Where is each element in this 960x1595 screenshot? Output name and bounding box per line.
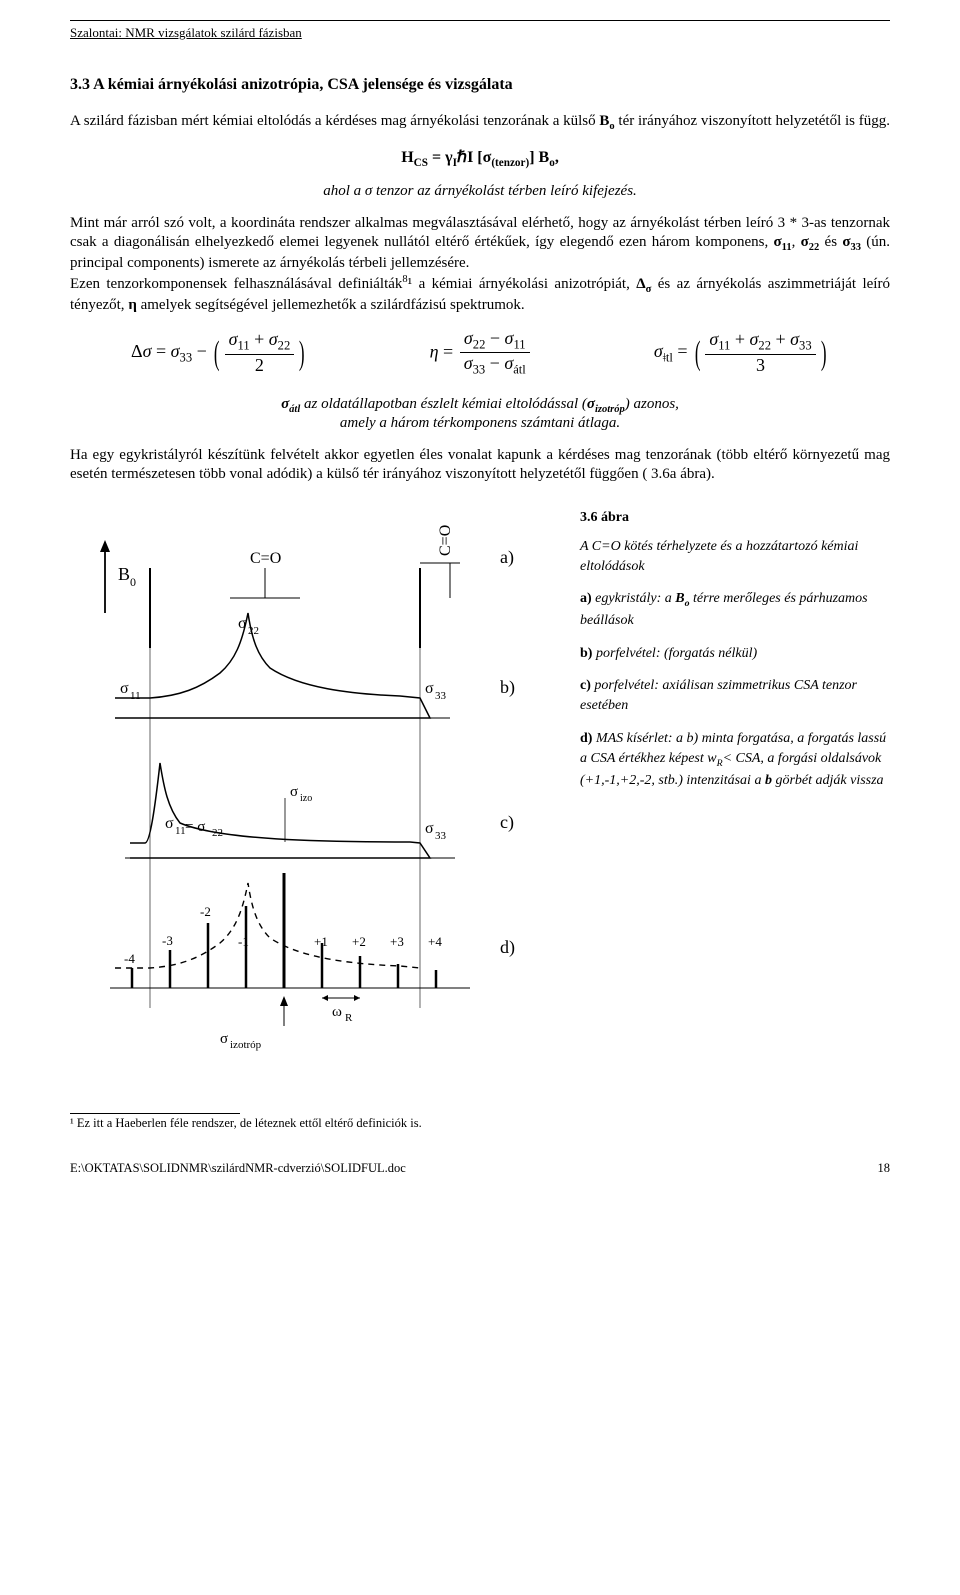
figcap-a: a) egykristály: a Bo térre merőleges és …: [580, 589, 890, 631]
svg-text:ω: ω: [332, 1004, 342, 1020]
svg-text:c): c): [500, 812, 514, 833]
svg-text:-2: -2: [200, 904, 211, 919]
section-title: 3.3 A kémiai árnyékolási anizotrópia, CS…: [70, 76, 890, 94]
svg-text:σ: σ: [165, 815, 174, 832]
sigma-atl-note: σátl az oldatállapotban észlelt kémiai e…: [70, 396, 890, 432]
svg-text:izo: izo: [300, 793, 312, 804]
figure-caption: 3.6 ábra A C=O kötés térhelyzete és a ho…: [550, 508, 890, 1073]
figure-3-6: B0 C=O C=O a): [70, 508, 890, 1073]
svg-text:C=O: C=O: [437, 525, 454, 556]
svg-text:33: 33: [435, 830, 447, 842]
svg-text:izotróp: izotróp: [230, 1039, 262, 1051]
svg-text:+4: +4: [428, 934, 442, 949]
footer-path: E:\OKTATAS\SOLIDNMR\szilárdNMR-cdverzió\…: [70, 1161, 406, 1176]
para-1: A szilárd fázisban mért kémiai eltolódás…: [70, 112, 890, 133]
figcap-c: c) porfelvétel: axiálisan szimmetrikus C…: [580, 676, 890, 717]
svg-text:σ: σ: [290, 784, 298, 800]
svg-text:22: 22: [212, 827, 223, 839]
svg-text:11: 11: [130, 690, 141, 702]
figcap-1: A C=O kötés térhelyzete és a hozzátartoz…: [580, 537, 890, 578]
figure-svg: B0 C=O C=O a): [70, 508, 550, 1068]
svg-text:σ: σ: [120, 680, 129, 697]
svg-text:+3: +3: [390, 934, 404, 949]
svg-text:C=O: C=O: [250, 550, 281, 567]
formula-row: Δσ = σ33 − (σ11 + σ222) η = σ22 − σ11σ33…: [70, 329, 890, 378]
figure-label: 3.6 ábra: [580, 508, 890, 528]
svg-text:11: 11: [175, 825, 186, 837]
formula-sigma-atl: σǂtl = (σ11 + σ22 + σ333): [654, 330, 829, 376]
running-header: Szalontai: NMR vizsgálatok szilárd fázis…: [70, 20, 890, 41]
svg-text:d): d): [500, 937, 515, 958]
svg-text:σ: σ: [220, 1031, 228, 1047]
svg-text:b): b): [500, 677, 515, 698]
figcap-d: d) MAS kísérlet: a b) minta forgatása, a…: [580, 729, 890, 792]
svg-text:-1: -1: [238, 934, 249, 949]
formula-eta: η = σ22 − σ11σ33 − σátl: [430, 329, 532, 378]
svg-text:σ: σ: [238, 615, 247, 632]
svg-text:22: 22: [248, 625, 259, 637]
svg-text:R: R: [345, 1012, 353, 1024]
svg-text:σ: σ: [425, 680, 434, 697]
footer-page: 18: [878, 1161, 891, 1176]
page-footer: E:\OKTATAS\SOLIDNMR\szilárdNMR-cdverzió\…: [70, 1161, 890, 1176]
svg-text:a): a): [500, 547, 514, 568]
figcap-b: b) porfelvétel: (forgatás nélkül): [580, 644, 890, 664]
svg-text:-3: -3: [162, 933, 173, 948]
footnote-rule: [70, 1113, 240, 1114]
svg-text:33: 33: [435, 690, 447, 702]
para-2: Mint már arról szó volt, a koordináta re…: [70, 214, 890, 315]
formula-delta-sigma: Δσ = σ33 − (σ11 + σ222): [131, 330, 308, 376]
svg-text:B: B: [118, 564, 130, 584]
svg-text:+1: +1: [314, 934, 328, 949]
svg-text:σ: σ: [425, 820, 434, 837]
footnote-1: ¹ Ez itt a Haeberlen féle rendszer, de l…: [70, 1116, 890, 1131]
hamiltonian: HCS = γIℏI [σ(tenzor)] Bo,: [70, 147, 890, 169]
svg-text:0: 0: [130, 575, 136, 589]
svg-text:= σ: = σ: [185, 819, 205, 835]
para-4: Ha egy egykristályról készítünk felvétel…: [70, 446, 890, 484]
svg-text:+2: +2: [352, 934, 366, 949]
hamiltonian-note: ahol a σ tenzor az árnyékolást térben le…: [70, 183, 890, 200]
svg-text:-4: -4: [124, 951, 135, 966]
